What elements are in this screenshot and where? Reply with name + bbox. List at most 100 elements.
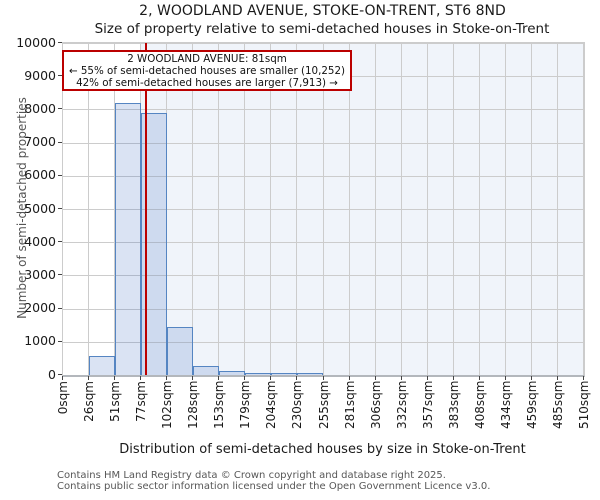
y-tick-label: 9000 [24, 67, 56, 83]
gridline-vertical [400, 43, 402, 375]
x-tick-label: 434sqm [498, 380, 513, 429]
x-tick-mark [270, 376, 272, 380]
gridline-horizontal [63, 275, 584, 277]
bar [167, 326, 194, 375]
y-tick-label: 1000 [24, 333, 56, 349]
gridline-vertical [244, 43, 246, 375]
gridline-horizontal [63, 175, 584, 177]
x-tick-mark [556, 376, 558, 380]
x-tick-label: 153sqm [212, 380, 227, 429]
y-tick-mark [58, 208, 62, 209]
x-tick-mark [374, 376, 376, 380]
y-tick-mark [58, 108, 62, 110]
x-tick-label: 383sqm [446, 380, 461, 429]
x-axis-label: Distribution of semi-detached houses by … [119, 442, 526, 457]
y-tick-mark [58, 75, 62, 77]
chart-title: 2, WOODLAND AVENUE, STOKE-ON-TRENT, ST6 … [139, 3, 506, 19]
x-tick-mark [322, 376, 324, 380]
x-tick-mark [530, 376, 532, 380]
x-tick-mark [218, 376, 220, 380]
bar [219, 371, 246, 375]
x-tick-label: 255sqm [316, 380, 331, 429]
gridline-horizontal [63, 308, 584, 310]
x-tick-label: 0sqm [56, 381, 70, 415]
x-tick-label: 51sqm [108, 381, 123, 422]
x-tick-mark [426, 376, 428, 380]
x-tick-mark [62, 376, 63, 380]
annotation-larger: 42% of semi-detached houses are larger (… [76, 77, 338, 90]
annotation-box: 2 WOODLAND AVENUE: 81sqm ← 55% of semi-d… [62, 50, 352, 91]
y-tick-label: 2000 [24, 300, 56, 316]
gridline-vertical [452, 43, 454, 375]
bar [271, 373, 298, 375]
x-tick-mark [244, 376, 246, 380]
bar [115, 102, 142, 375]
gridline-vertical [192, 43, 194, 375]
x-tick-label: 128sqm [186, 380, 201, 429]
gridline-horizontal [63, 43, 584, 44]
y-tick-label: 7000 [24, 134, 56, 150]
gridline-vertical [426, 43, 428, 375]
x-tick-mark [400, 376, 402, 380]
x-tick-mark [583, 376, 584, 380]
bars-layer [63, 43, 584, 375]
y-tick-mark [58, 274, 62, 276]
x-tick-mark [504, 376, 506, 380]
bar [193, 366, 220, 375]
y-tick-label: 3000 [24, 266, 56, 282]
y-tick-mark [58, 374, 62, 375]
gridline-vertical [504, 43, 506, 375]
gridline-horizontal [63, 242, 584, 244]
gridline-vertical [114, 43, 116, 375]
annotation-title: 2 WOODLAND AVENUE: 81sqm [127, 53, 287, 65]
x-tick-mark [192, 376, 194, 380]
x-tick-label: 357sqm [420, 380, 435, 429]
grid-layer [63, 43, 584, 375]
bar [297, 373, 324, 375]
gridline-vertical [530, 43, 532, 375]
gridline-vertical [218, 43, 220, 375]
x-tick-label: 179sqm [238, 380, 253, 429]
y-tick-mark [58, 340, 62, 342]
gridline-horizontal [63, 109, 584, 111]
x-tick-label: 408sqm [472, 380, 487, 429]
gridline-horizontal [63, 209, 584, 210]
gridline-vertical [348, 43, 350, 375]
x-tick-mark [88, 376, 90, 380]
footer-line-1: Contains HM Land Registry data © Crown c… [57, 470, 446, 481]
gridline-vertical [374, 43, 376, 375]
plot-area: 2 WOODLAND AVENUE: 81sqm ← 55% of semi-d… [62, 42, 585, 377]
gridline-vertical [296, 43, 298, 375]
y-tick-mark [58, 307, 62, 309]
y-tick-mark [58, 42, 62, 43]
x-tick-label: 281sqm [342, 380, 357, 429]
annotation-smaller: ← 55% of semi-detached houses are smalle… [68, 65, 346, 78]
x-tick-label: 230sqm [290, 380, 305, 429]
gridline-vertical [478, 43, 480, 375]
x-tick-mark [348, 376, 350, 380]
x-tick-label: 306sqm [368, 380, 383, 429]
x-tick-label: 204sqm [264, 380, 279, 429]
x-tick-mark [478, 376, 480, 380]
y-tick-mark [58, 241, 62, 243]
x-tick-label: 459sqm [524, 380, 539, 429]
x-tick-mark [140, 376, 142, 380]
gridline-vertical [556, 43, 558, 375]
y-tick-label: 4000 [24, 233, 56, 249]
x-tick-label: 77sqm [134, 381, 149, 422]
y-tick-mark [58, 141, 62, 143]
x-tick-label: 510sqm [577, 380, 591, 429]
x-tick-mark [114, 376, 116, 380]
gridline-vertical [88, 43, 90, 375]
y-tick-label: 0 [48, 366, 56, 382]
bar [245, 373, 272, 375]
gridline-vertical [322, 43, 324, 375]
gridline-vertical [270, 43, 272, 375]
gridline-vertical [583, 43, 584, 375]
marker-line [144, 43, 147, 375]
x-tick-label: 26sqm [82, 381, 97, 422]
y-tick-label: 8000 [24, 100, 56, 116]
footer-line-2: Contains public sector information licen… [57, 481, 491, 492]
gridline-horizontal [63, 341, 584, 343]
